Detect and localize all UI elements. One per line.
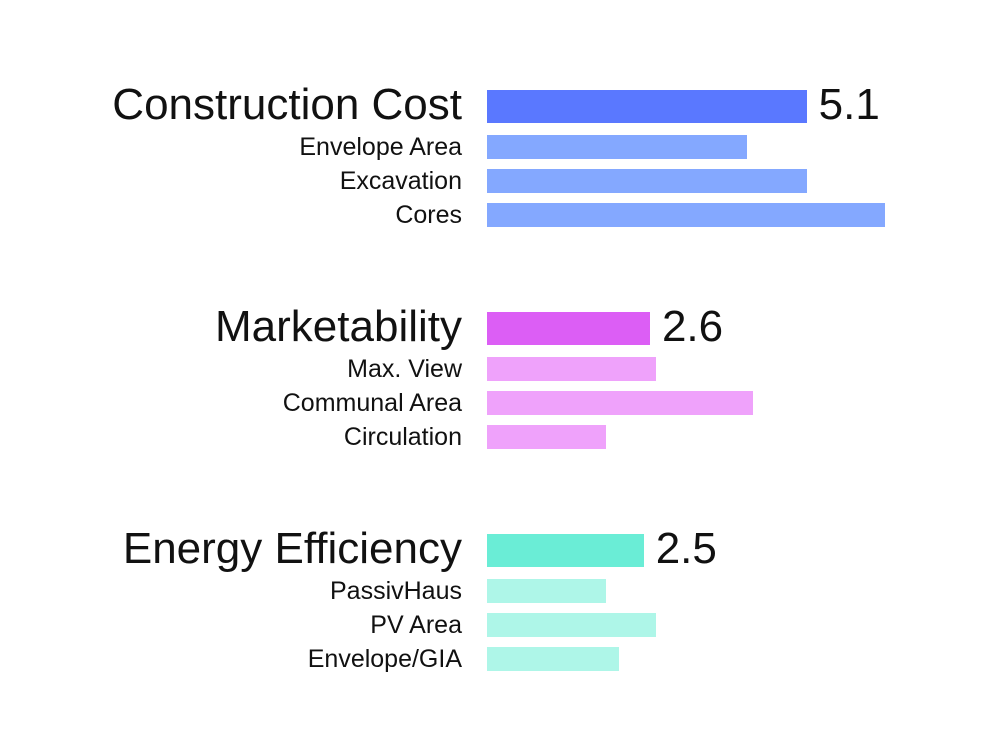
group-bar [487,534,644,567]
sub-bar-row: PV Area [0,612,1000,638]
group-value-label: 2.6 [661,302,724,351]
group-bar [487,90,807,123]
sub-bar-row: Cores [0,202,1000,228]
group-label: Energy Efficiency [122,524,462,573]
sub-bar-label: Communal Area [282,389,462,417]
sub-bar-label: Envelope/GIA [307,645,462,673]
sub-bar [487,391,754,415]
sub-bar-row: Max. View [0,356,1000,382]
group-value-label: 5.1 [818,80,880,129]
sub-bar-row: PassivHaus [0,578,1000,604]
sub-bar-label: PV Area [370,611,462,639]
sub-bar-row: Communal Area [0,390,1000,416]
sub-bar [487,169,807,193]
group-value-label: 2.5 [655,524,717,573]
sub-bar [487,357,657,381]
group-bar [487,312,650,345]
sub-bar-row: Envelope Area [0,134,1000,160]
sub-bar-label: Excavation [339,167,462,195]
sub-bar-label: Cores [395,201,462,229]
sub-bar [487,613,657,637]
sub-bar [487,579,607,603]
group-label: Construction Cost [112,80,462,129]
sub-bar-row: Envelope/GIA [0,646,1000,672]
sub-bar [487,203,885,227]
sub-bar [487,135,748,159]
sub-bar-label: Circulation [343,423,462,451]
sub-bar-row: Excavation [0,168,1000,194]
group-label: Marketability [215,302,462,351]
bar-group: Energy Efficiency 2.5 PassivHaus PV Area Env… [0,519,1000,719]
sub-bar-label: Max. View [347,355,462,383]
sub-bar [487,647,619,671]
sub-bar [487,425,607,449]
bar-group: Marketability 2.6 Max. View Communal Area Ci… [0,297,1000,497]
bar-group: Construction Cost 5.1 Envelope Area Excavat… [0,75,1000,275]
sub-bar-label: PassivHaus [330,577,462,605]
sub-bar-label: Envelope Area [299,133,462,161]
sub-bar-row: Circulation [0,424,1000,450]
